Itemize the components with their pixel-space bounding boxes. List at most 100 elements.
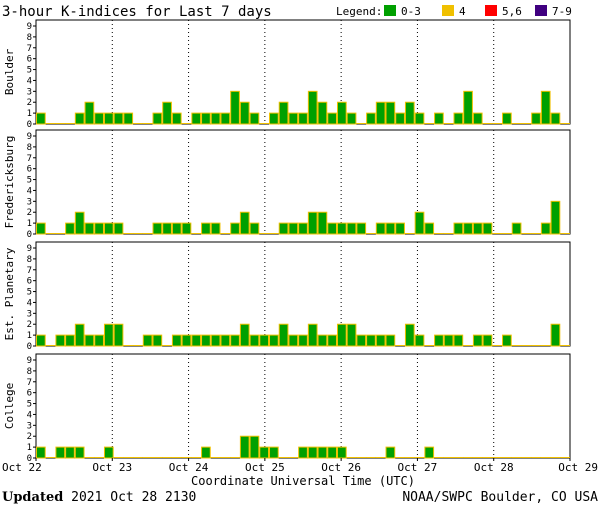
y-tick-label: 7: [27, 44, 32, 54]
k-index-bar: [336, 222, 347, 235]
k-index-bar: [94, 222, 104, 235]
k-index-bar: [94, 112, 104, 125]
y-tick-label: 5: [27, 66, 32, 76]
y-tick-label: 5: [27, 176, 32, 186]
k-index-bar: [142, 334, 153, 347]
k-index-bar: [463, 222, 473, 235]
legend-label: Legend:: [336, 5, 382, 18]
k-index-bar: [550, 112, 561, 125]
x-axis-label: Coordinate Universal Time (UTC): [191, 474, 415, 488]
k-index-bar: [181, 334, 192, 347]
k-index-bar: [395, 112, 405, 125]
y-tick-label: 4: [27, 76, 32, 86]
y-tick-label: 4: [27, 298, 32, 308]
k-index-bar: [336, 446, 347, 459]
y-tick-label: 7: [27, 154, 32, 164]
k-index-bar: [327, 222, 337, 235]
k-index-bar: [298, 334, 308, 347]
k-index-bar: [36, 334, 46, 347]
k-index-bar: [65, 446, 75, 459]
k-index-bar: [540, 222, 551, 235]
legend-entry-label: 5,6: [502, 5, 522, 18]
k-index-bar: [307, 323, 318, 347]
k-index-bar: [327, 112, 337, 125]
x-tick-label: Oct 25: [245, 461, 285, 474]
updated-label: Updated: [2, 490, 64, 505]
k-index-bar: [210, 334, 221, 347]
k-index-bar: [210, 112, 221, 125]
panel-label: Est. Planetary: [3, 247, 16, 340]
k-index-bar: [502, 334, 512, 347]
k-index-bar: [220, 334, 231, 347]
k-index-bar: [453, 222, 464, 235]
y-tick-label: 3: [27, 197, 32, 207]
panel-label: College: [3, 383, 16, 429]
k-index-bar: [482, 222, 493, 235]
k-index-bar: [152, 334, 163, 347]
k-index-bar: [453, 334, 464, 347]
chart-canvas: 3-hour K-indices for Last 7 days Legend: 0…: [2, 4, 598, 488]
y-tick-label: 6: [27, 55, 32, 65]
y-tick-label: 9: [27, 132, 32, 142]
k-index-bar: [366, 112, 376, 125]
k-index-bar: [366, 334, 376, 347]
purple-swatch: [535, 5, 547, 16]
k-index-bar: [278, 323, 289, 347]
y-tick-label: 9: [27, 356, 32, 366]
y-tick-label: 7: [27, 378, 32, 388]
panel-frame: [35, 19, 571, 125]
y-tick-label: 2: [27, 432, 32, 442]
k-index-bar: [230, 334, 240, 347]
y-tick-label: 5: [27, 288, 32, 298]
y-tick-label: 0: [27, 120, 32, 130]
k-index-bar: [103, 323, 114, 347]
k-index-bar: [385, 334, 396, 347]
k-index-bar: [152, 222, 163, 235]
red-swatch: [485, 5, 497, 16]
chart-title: 3-hour K-indices for Last 7 days: [2, 4, 272, 20]
k-index-bar: [404, 101, 415, 125]
k-index-bar: [113, 222, 124, 235]
k-index-bar: [385, 101, 396, 125]
k-index-bar: [103, 446, 114, 459]
k-index-bar: [201, 446, 211, 459]
y-tick-label: 0: [27, 454, 32, 464]
k-index-bar: [191, 112, 202, 125]
k-index-bar: [298, 222, 308, 235]
k-index-bar: [191, 334, 202, 347]
k-index-bar: [288, 222, 299, 235]
x-tick-label: Oct 29: [558, 461, 598, 474]
y-tick-label: 4: [27, 186, 32, 196]
k-index-bar: [404, 323, 415, 347]
k-index-bar: [395, 222, 405, 235]
y-tick-label: 2: [27, 208, 32, 218]
k-index-bar: [249, 435, 260, 459]
k-index-bar: [162, 101, 172, 125]
y-tick-label: 9: [27, 22, 32, 32]
k-index-bar: [210, 222, 221, 235]
k-index-bar: [502, 112, 512, 125]
k-index-bar: [113, 112, 124, 125]
y-tick-label: 8: [27, 255, 32, 265]
k-index-bar: [103, 112, 114, 125]
panel-label: Boulder: [3, 48, 16, 95]
panel-frame: [35, 353, 571, 459]
y-tick-label: 2: [27, 98, 32, 108]
k-index-bar: [443, 334, 454, 347]
k-index-bar: [220, 112, 231, 125]
k-index-bar: [171, 334, 182, 347]
y-tick-label: 8: [27, 367, 32, 377]
panel-frame: [35, 129, 571, 235]
k-index-bar: [385, 446, 396, 459]
y-tick-label: 6: [27, 165, 32, 175]
k-index-bar: [434, 112, 444, 125]
k-index-bar: [356, 334, 367, 347]
updated-value: 2021 Oct 28 2130: [71, 490, 197, 505]
k-index-bar: [259, 446, 270, 459]
panel-label: Fredericksburg: [3, 136, 16, 229]
k-index-bar: [414, 211, 425, 235]
